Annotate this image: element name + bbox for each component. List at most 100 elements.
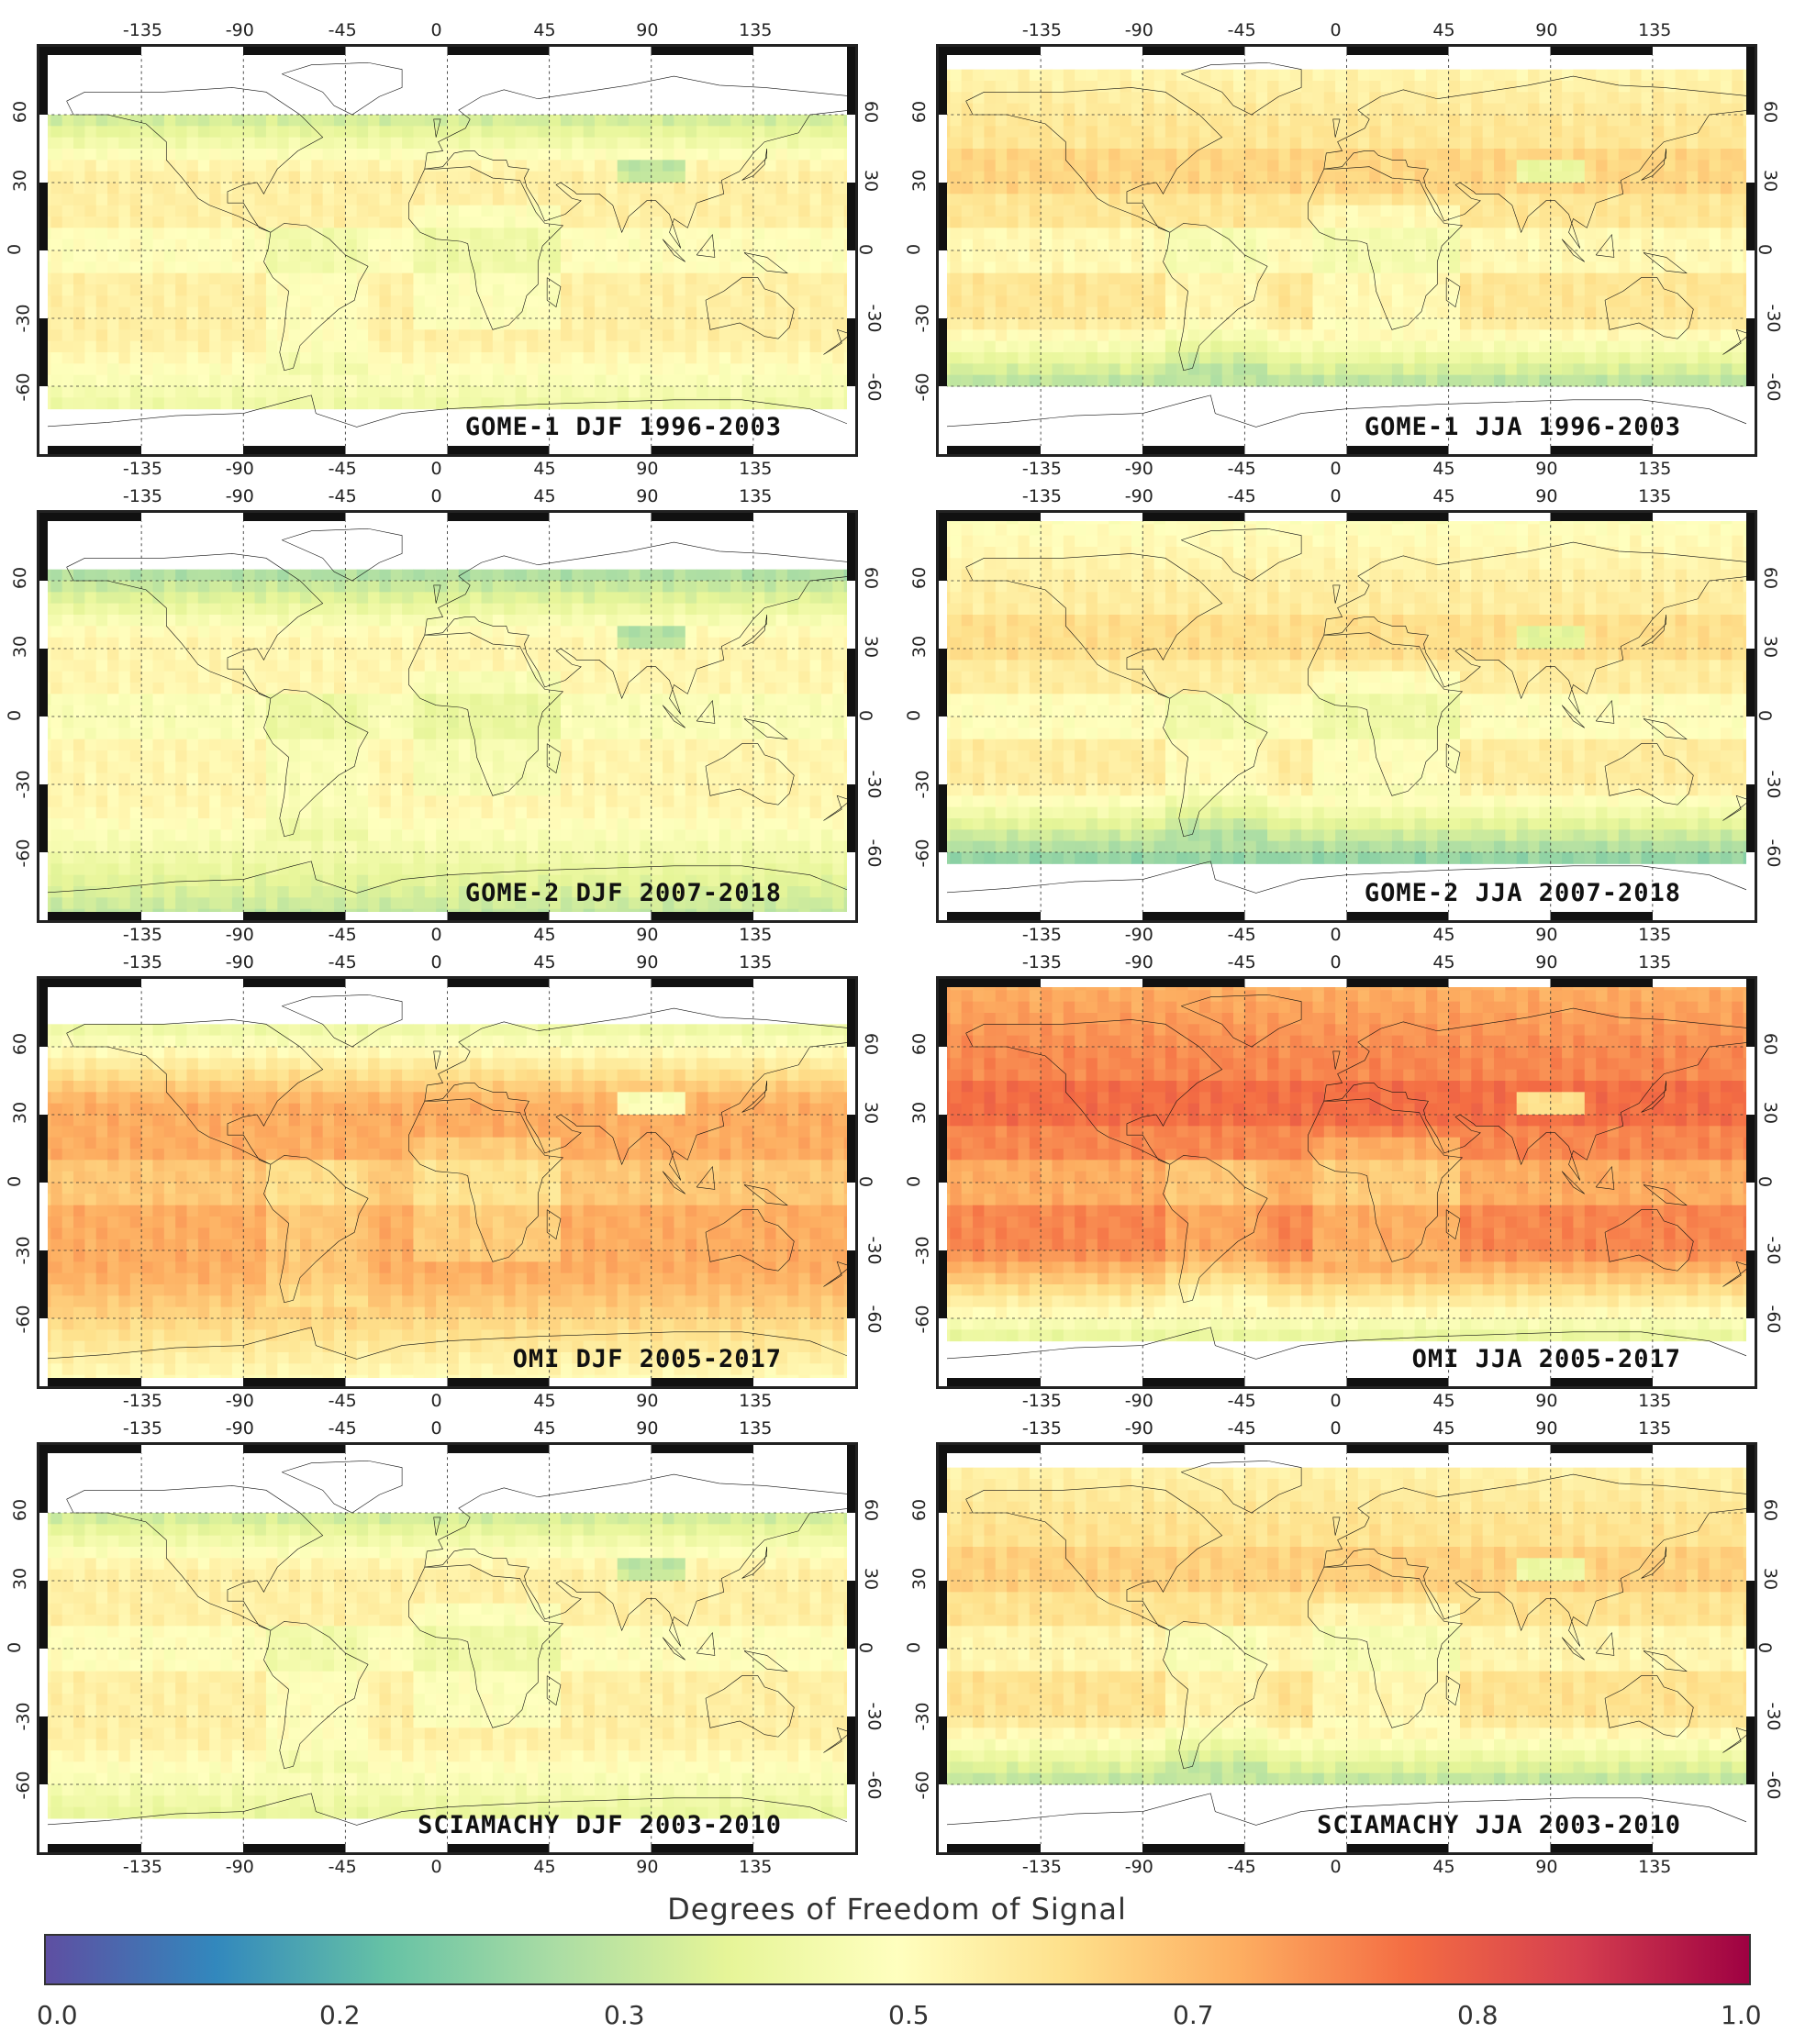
lon-tick-label: -135 bbox=[122, 1391, 162, 1411]
lat-tick-label: 30 bbox=[1760, 1567, 1781, 1591]
lon-tick-label: -45 bbox=[328, 952, 357, 972]
lon-tick-label: 135 bbox=[1638, 486, 1672, 506]
lon-tick-label: -135 bbox=[1021, 1857, 1062, 1877]
lat-tick-label: -60 bbox=[1763, 1771, 1784, 1800]
colorbar bbox=[44, 1934, 1751, 1985]
colorbar-label: 0.0 bbox=[37, 2000, 78, 2030]
lon-tick-label: 45 bbox=[533, 1418, 556, 1439]
lat-tick-label: -30 bbox=[864, 770, 885, 799]
lon-tick-label: 135 bbox=[1638, 1857, 1672, 1877]
lon-tick-label: -45 bbox=[1227, 925, 1256, 945]
lon-tick-label: -90 bbox=[1124, 952, 1153, 972]
lon-tick-label: 135 bbox=[1638, 20, 1672, 40]
dofs-field-gome2-djf bbox=[39, 513, 855, 920]
lon-tick-label: -45 bbox=[1227, 20, 1256, 40]
lat-tick-label: -30 bbox=[912, 304, 933, 333]
lon-tick-label: -135 bbox=[1021, 952, 1062, 972]
panel-title: SCIAMACHY DJF 2003-2010 bbox=[418, 1811, 782, 1839]
lon-tick-label: 45 bbox=[1432, 1418, 1455, 1439]
lon-tick-label: -90 bbox=[1124, 459, 1153, 479]
lon-tick-label: -45 bbox=[328, 1857, 357, 1877]
lat-tick-label: 30 bbox=[909, 635, 930, 659]
lon-tick-label: -45 bbox=[328, 486, 357, 506]
lat-tick-label: -60 bbox=[864, 1771, 885, 1800]
lon-tick-label: 45 bbox=[1432, 486, 1455, 506]
lon-tick-label: -135 bbox=[122, 1418, 162, 1439]
lat-tick-label: 30 bbox=[10, 1101, 31, 1125]
lon-tick-label: -90 bbox=[225, 459, 254, 479]
lon-tick-label: -135 bbox=[122, 925, 162, 945]
lon-tick-label: 90 bbox=[636, 925, 659, 945]
lon-tick-label: -45 bbox=[1227, 486, 1256, 506]
lon-tick-label: 135 bbox=[1638, 952, 1672, 972]
lat-tick-label: -30 bbox=[13, 304, 34, 333]
lat-tick-label: 60 bbox=[909, 100, 930, 124]
lat-tick-label: -60 bbox=[864, 372, 885, 402]
lat-tick-label: 30 bbox=[861, 1567, 882, 1591]
lat-tick-label: 60 bbox=[861, 100, 882, 124]
lat-tick-label: -60 bbox=[1763, 1305, 1784, 1334]
lat-tick-label: 60 bbox=[10, 1032, 31, 1056]
lon-tick-label: -135 bbox=[122, 486, 162, 506]
map-panel-gome1-djf: GOME-1 DJF 1996-2003 bbox=[37, 44, 858, 457]
colorbar-label: 0.2 bbox=[319, 2000, 361, 2030]
lon-tick-label: 90 bbox=[636, 1857, 659, 1877]
lat-tick-label: 0 bbox=[855, 243, 876, 256]
dofs-field-gome1-djf bbox=[39, 47, 855, 454]
lon-tick-label: 45 bbox=[533, 20, 556, 40]
lat-tick-label: -30 bbox=[912, 770, 933, 799]
lon-tick-label: 90 bbox=[1535, 1857, 1558, 1877]
lon-tick-label: -90 bbox=[225, 1391, 254, 1411]
lon-tick-label: -90 bbox=[225, 925, 254, 945]
lat-tick-label: 60 bbox=[861, 566, 882, 590]
lon-tick-label: 135 bbox=[1638, 925, 1672, 945]
dofs-field-omi-djf bbox=[39, 979, 855, 1386]
lon-tick-label: 0 bbox=[430, 486, 442, 506]
lon-tick-label: -135 bbox=[1021, 1391, 1062, 1411]
lon-tick-label: 45 bbox=[533, 925, 556, 945]
lat-tick-label: -30 bbox=[864, 1236, 885, 1265]
lat-tick-label: -30 bbox=[1763, 1236, 1784, 1265]
lon-tick-label: -135 bbox=[122, 459, 162, 479]
lon-tick-label: 135 bbox=[739, 952, 773, 972]
lat-tick-label: 0 bbox=[5, 1641, 26, 1654]
lon-tick-label: 135 bbox=[739, 925, 773, 945]
lon-tick-label: 45 bbox=[533, 459, 556, 479]
lon-tick-label: -45 bbox=[328, 20, 357, 40]
lat-tick-label: -30 bbox=[864, 304, 885, 333]
lat-tick-label: 0 bbox=[855, 1641, 876, 1654]
dofs-field-sciamachy-jja bbox=[939, 1445, 1755, 1852]
lon-tick-label: 135 bbox=[739, 1391, 773, 1411]
lon-tick-label: 0 bbox=[1330, 459, 1342, 479]
lat-tick-label: 30 bbox=[10, 169, 31, 193]
panel-title: OMI JJA 2005-2017 bbox=[1411, 1345, 1681, 1373]
map-panel-gome2-djf: GOME-2 DJF 2007-2018 bbox=[37, 510, 858, 923]
lon-tick-label: -45 bbox=[328, 925, 357, 945]
lon-tick-label: 135 bbox=[739, 1418, 773, 1439]
lon-tick-label: 135 bbox=[739, 20, 773, 40]
map-panel-sciamachy-jja: SCIAMACHY JJA 2003-2010 bbox=[936, 1442, 1757, 1855]
lon-tick-label: -45 bbox=[1227, 1418, 1256, 1439]
lon-tick-label: 90 bbox=[636, 459, 659, 479]
lon-tick-label: 135 bbox=[739, 486, 773, 506]
lon-tick-label: 0 bbox=[1330, 486, 1342, 506]
lat-tick-label: 60 bbox=[909, 1498, 930, 1522]
lon-tick-label: 90 bbox=[636, 1391, 659, 1411]
lon-tick-label: -90 bbox=[1124, 925, 1153, 945]
lat-tick-label: -30 bbox=[864, 1702, 885, 1731]
lat-tick-label: 30 bbox=[1760, 635, 1781, 659]
lat-tick-label: 30 bbox=[1760, 1101, 1781, 1125]
dofs-field-omi-jja bbox=[939, 979, 1755, 1386]
lon-tick-label: 90 bbox=[1535, 459, 1558, 479]
lon-tick-label: 0 bbox=[430, 1857, 442, 1877]
lon-tick-label: 90 bbox=[636, 20, 659, 40]
lon-tick-label: 135 bbox=[1638, 1391, 1672, 1411]
lat-tick-label: 30 bbox=[909, 1567, 930, 1591]
lon-tick-label: 0 bbox=[1330, 952, 1342, 972]
lon-tick-label: 45 bbox=[1432, 1391, 1455, 1411]
lat-tick-label: -60 bbox=[864, 839, 885, 868]
lon-tick-label: -90 bbox=[225, 1857, 254, 1877]
map-panel-gome1-jja: GOME-1 JJA 1996-2003 bbox=[936, 44, 1757, 457]
lat-tick-label: 0 bbox=[1755, 709, 1776, 722]
lat-tick-label: -60 bbox=[912, 1771, 933, 1800]
